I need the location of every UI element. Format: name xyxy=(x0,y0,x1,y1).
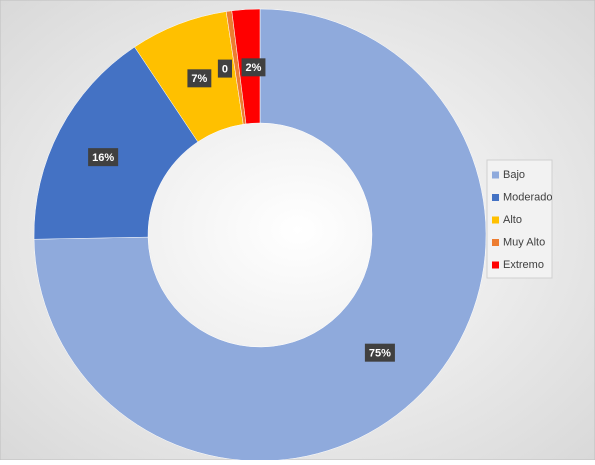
data-label-box xyxy=(217,59,233,78)
legend-label: Muy Alto xyxy=(503,236,545,248)
legend-swatch xyxy=(492,239,499,246)
data-label: 2% xyxy=(246,62,262,74)
donut-slice xyxy=(33,46,199,240)
data-label: 75% xyxy=(369,348,391,360)
legend-swatch xyxy=(492,194,499,201)
legend-swatch xyxy=(492,171,499,179)
data-label-box xyxy=(241,58,266,77)
legend-swatch xyxy=(492,216,499,224)
data-label-box xyxy=(187,69,212,88)
data-label: 7% xyxy=(191,73,207,85)
data-label-box xyxy=(88,148,119,167)
data-label: 16% xyxy=(92,152,114,164)
data-label-box xyxy=(364,343,395,362)
legend-label: Bajo xyxy=(503,169,525,181)
legend-label: Alto xyxy=(503,214,522,226)
data-label: 0 xyxy=(222,63,228,75)
legend-label: Moderado xyxy=(503,191,553,203)
legend-label: Extremo xyxy=(503,259,544,271)
legend-swatch xyxy=(492,261,499,269)
